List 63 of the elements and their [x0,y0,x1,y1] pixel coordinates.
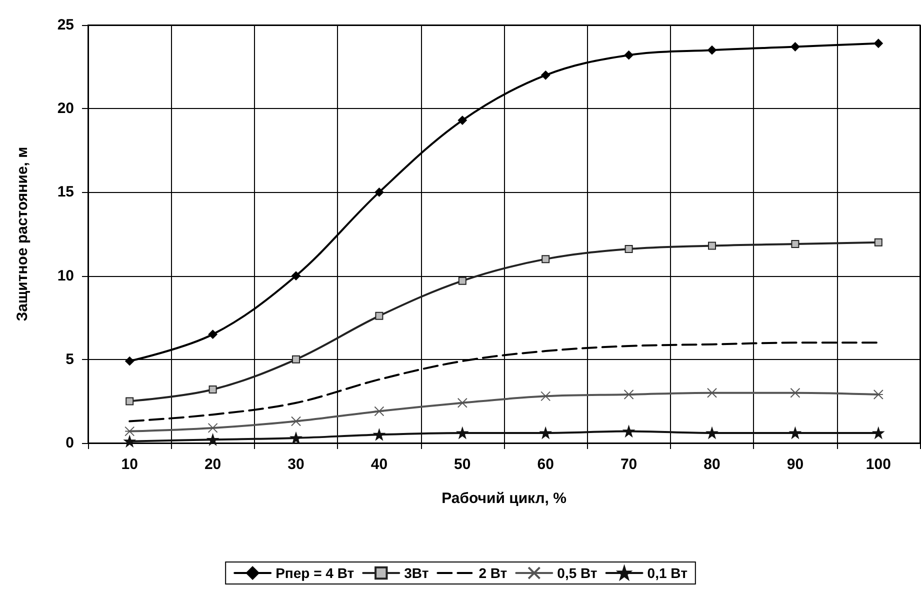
point [623,426,634,437]
x-tick-label: 70 [620,456,638,473]
x-tick-label: 40 [370,456,388,473]
y-tick-label: 20 [57,100,74,118]
point [375,312,384,320]
point [874,238,882,246]
point [707,388,717,398]
point [208,385,217,394]
x-tick-label: 10 [121,456,138,473]
point [624,50,634,60]
point [374,188,384,197]
point [874,38,883,48]
legend-label: 2 Вт [478,565,508,581]
point [125,356,134,366]
point [540,391,551,402]
x-tick-label: 80 [704,456,720,473]
y-axis-title: Защитное растояние, м [14,146,31,322]
point [292,271,300,280]
point [708,242,716,250]
x-tick-label: 90 [786,456,804,473]
legend-label: 0,5 Вт [557,565,598,581]
point [208,330,218,339]
legend-label: Рпер = 4 Вт [276,565,354,581]
point [790,42,800,52]
point [708,46,716,55]
point [790,427,801,438]
y-tick-label: 5 [66,350,74,368]
x-tick-label: 30 [288,456,304,473]
y-tick-label: 0 [66,434,74,452]
point [791,240,800,248]
point [207,434,218,446]
x-tick-label: 100 [866,456,891,473]
point [624,390,634,400]
point [458,276,466,285]
point [790,388,800,398]
x-tick-label: 60 [537,456,554,473]
y-tick-label: 15 [57,184,74,201]
point [541,70,550,80]
x-tick-label: 20 [204,456,222,473]
x-axis-title: Рабочий цикл, % [442,490,566,507]
point [124,426,135,436]
point [374,429,385,440]
point [540,427,552,438]
point [124,436,136,447]
legend-label: 3Вт [404,565,429,581]
point [374,406,384,416]
point [126,397,134,406]
point [291,416,301,426]
y-tick-label: 25 [57,16,74,34]
point [458,116,467,125]
point [872,427,884,438]
y-tick-label: 10 [57,267,74,284]
point [624,245,633,254]
point [873,390,884,400]
point [208,422,218,433]
point [457,398,468,408]
point [706,427,718,438]
point [292,355,300,364]
point [456,427,468,438]
point [290,432,302,444]
x-tick-label: 50 [454,456,471,473]
legend-label: 0,1 Вт [647,565,688,581]
point [542,255,550,264]
